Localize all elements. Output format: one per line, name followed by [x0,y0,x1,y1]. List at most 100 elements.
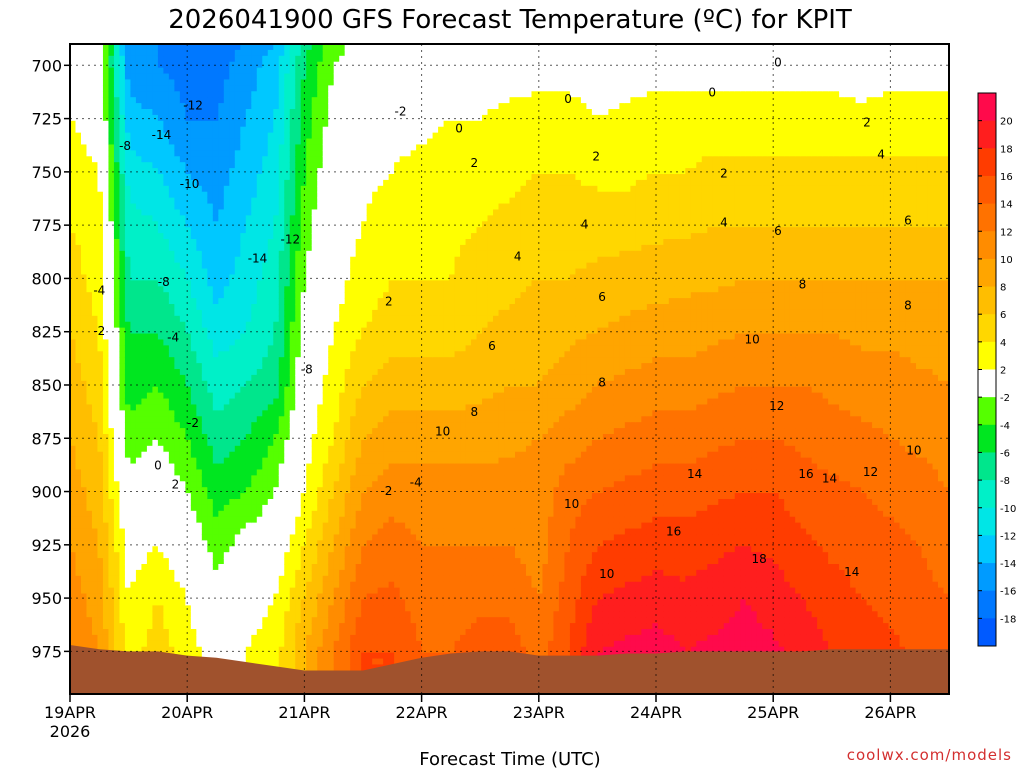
temperature-cell [245,239,252,246]
temperature-cell [262,504,269,512]
temperature-cell [70,422,77,429]
temperature-cell [157,493,164,500]
temperature-cell [70,634,77,642]
temperature-cell [262,103,269,110]
temperature-cell [190,256,197,264]
temperature-cell [157,481,164,488]
temperature-cell [102,392,110,400]
temperature-cell [91,457,99,465]
temperature-cell [201,463,208,471]
temperature-cell [229,256,236,264]
temperature-cell [174,144,181,151]
temperature-cell [146,44,154,51]
temperature-cell [196,262,203,270]
temperature-cell [157,103,164,110]
temperature-cell [207,262,214,270]
temperature-cell [97,564,104,571]
temperature-cell [273,357,280,364]
temperature-cell [97,132,104,140]
temperature-cell [185,629,192,636]
temperature-cell [218,445,225,453]
temperature-cell [174,268,181,276]
temperature-cell [86,611,93,618]
temperature-cell [300,345,307,352]
temperature-cell [152,439,159,447]
temperature-cell [179,629,186,636]
temperature-cell [146,150,154,157]
temperature-cell [212,315,219,323]
temperature-cell [234,61,241,69]
temperature-cell [163,605,170,612]
temperature-cell [278,339,285,346]
temperature-cell [102,457,110,465]
temperature-cell [311,416,318,423]
temperature-cell [174,309,181,317]
temperature-cell [207,309,214,317]
temperature-cell [267,499,274,506]
temperature-cell [157,392,164,400]
temperature-cell [91,428,99,435]
temperature-cell [289,564,296,571]
temperature-cell [295,250,302,258]
temperature-cell [223,558,230,565]
temperature-cell [311,522,318,530]
temperature-cell [284,73,291,81]
temperature-cell [245,103,252,110]
temperature-cell [152,85,159,92]
temperature-cell [80,428,88,435]
temperature-cell [273,292,280,299]
temperature-cell [80,540,88,547]
temperature-cell [75,569,82,577]
temperature-cell [267,410,274,417]
temperature-cell [152,469,159,476]
temperature-cell [218,569,225,577]
temperature-cell [256,44,263,51]
temperature-cell [152,221,159,228]
temperature-cell [218,581,225,589]
temperature-cell [146,203,154,211]
temperature-cell [234,422,241,429]
temperature-cell [212,179,219,187]
temperature-cell [124,469,132,476]
temperature-cell [141,256,148,264]
temperature-cell [91,481,99,488]
temperature-cell [141,493,148,500]
temperature-cell [289,398,296,406]
temperature-cell [119,351,126,358]
chart-title: 2026041900 GFS Forecast Temperature (ºC)… [168,5,852,35]
temperature-cell [168,522,175,530]
temperature-cell [157,634,164,642]
temperature-cell [141,298,148,305]
temperature-cell [130,191,137,199]
temperature-cell [295,392,302,400]
temperature-cell [86,416,93,423]
temperature-cell [179,114,186,122]
temperature-cell [102,599,110,606]
temperature-cell [97,439,104,447]
temperature-cell [168,185,175,193]
temperature-cell [108,398,115,406]
temperature-cell [102,451,110,459]
temperature-cell [267,593,274,601]
temperature-cell [295,126,302,134]
temperature-cell [113,416,121,423]
temperature-cell [201,487,208,494]
temperature-cell [124,386,132,394]
temperature-cell [124,49,132,57]
temperature-cell [130,233,137,240]
temperature-cell [289,309,296,317]
temperature-cell [229,439,236,447]
temperature-cell [240,309,247,317]
temperature-cell [102,109,110,116]
temperature-cell [179,617,186,624]
temperature-cell [108,611,115,618]
temperature-cell [185,410,192,417]
temperature-cell [289,298,296,305]
temperature-cell [113,132,121,140]
temperature-cell [130,522,137,530]
temperature-cell [163,227,170,234]
temperature-cell [284,593,291,601]
temperature-cell [245,416,252,423]
temperature-cell [102,162,110,169]
temperature-cell [174,380,181,388]
